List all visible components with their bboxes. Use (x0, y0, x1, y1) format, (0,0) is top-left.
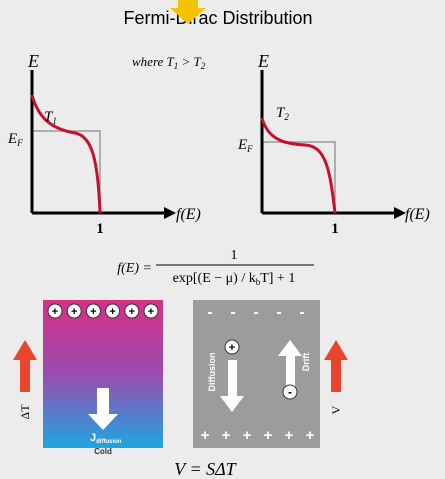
formula-numerator: 1 (231, 248, 238, 263)
charge-sign: - (230, 304, 235, 321)
charge-sign: - (207, 304, 212, 321)
charge-sign: + (264, 427, 273, 444)
charge-sign: + (222, 427, 231, 444)
hole-sign: + (229, 342, 235, 354)
charge-sign: + (90, 306, 96, 318)
charge-sign: - (299, 304, 304, 321)
charge-sign: + (129, 306, 135, 318)
charge-sign: + (306, 427, 315, 444)
x-tick: 1 (331, 221, 339, 237)
drift-label: Drift (301, 353, 311, 372)
y-label: E (27, 51, 39, 71)
x-tick: 1 (96, 221, 104, 237)
charge-sign: + (285, 427, 294, 444)
charge-sign: + (71, 306, 77, 318)
charge-sign: - (253, 304, 258, 321)
equation: V = SΔT (174, 459, 237, 479)
diffusion-label: Diffusion (207, 353, 217, 392)
formula-lhs: f(E) = (117, 261, 152, 276)
charge-sign: + (109, 306, 115, 318)
charge-sign: + (201, 427, 210, 444)
x-label: f(E) (176, 206, 201, 223)
slide: Fermi-Dirac Distribution where T1 > T2 E… (0, 0, 445, 479)
charge-sign: + (243, 427, 252, 444)
gradient-label: ΔT (18, 404, 32, 420)
title: Fermi-Dirac Distribution (123, 8, 312, 28)
y-label: E (257, 51, 269, 71)
formula-denominator: exp[(E − μ) / kbT] + 1 (173, 271, 296, 287)
voltage-label: V (329, 405, 343, 414)
condition: where T1 > T2 (132, 54, 206, 71)
electron-sign: - (288, 385, 292, 399)
charge-sign: + (52, 306, 58, 318)
x-label: f(E) (405, 206, 430, 223)
cold-label: Cold (94, 447, 112, 456)
charge-sign: + (148, 306, 154, 318)
charge-sign: - (276, 304, 281, 321)
